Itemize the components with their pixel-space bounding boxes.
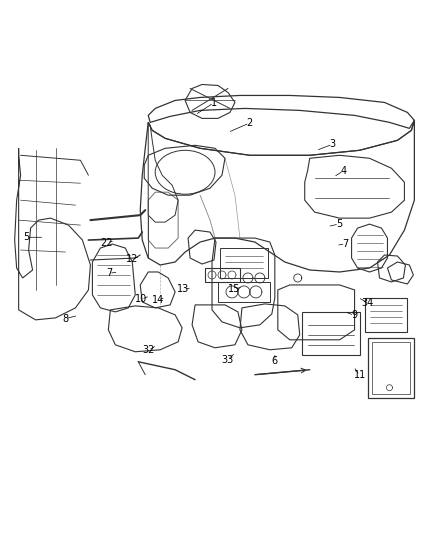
Text: 5: 5 [23, 232, 29, 243]
Bar [367, 338, 414, 398]
Text: 22: 22 [101, 238, 113, 247]
Text: 7: 7 [343, 239, 349, 249]
Text: 4: 4 [340, 166, 346, 176]
Bar [364, 298, 407, 332]
Text: 15: 15 [228, 285, 240, 294]
Text: 7: 7 [106, 269, 112, 278]
Text: 2: 2 [247, 118, 253, 128]
Bar [371, 342, 410, 394]
Text: 32: 32 [142, 345, 155, 356]
Text: 11: 11 [353, 370, 366, 381]
Text: 5: 5 [336, 219, 342, 229]
Bar [220, 248, 268, 278]
Bar [302, 312, 360, 355]
Text: 10: 10 [135, 294, 148, 304]
Text: 12: 12 [126, 254, 138, 263]
Text: 13: 13 [177, 285, 189, 294]
Text: 8: 8 [62, 313, 68, 324]
Text: 1: 1 [211, 98, 217, 108]
Bar [218, 282, 270, 302]
Text: 9: 9 [351, 310, 357, 320]
Text: 3: 3 [329, 139, 336, 149]
Text: 6: 6 [272, 356, 278, 366]
Text: 14: 14 [152, 295, 164, 305]
Text: 33: 33 [222, 354, 234, 365]
Text: 34: 34 [361, 297, 374, 308]
Bar [205, 268, 240, 282]
